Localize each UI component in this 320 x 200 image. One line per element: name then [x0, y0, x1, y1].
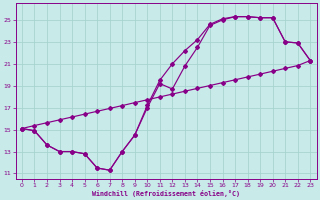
- X-axis label: Windchill (Refroidissement éolien,°C): Windchill (Refroidissement éolien,°C): [92, 190, 240, 197]
